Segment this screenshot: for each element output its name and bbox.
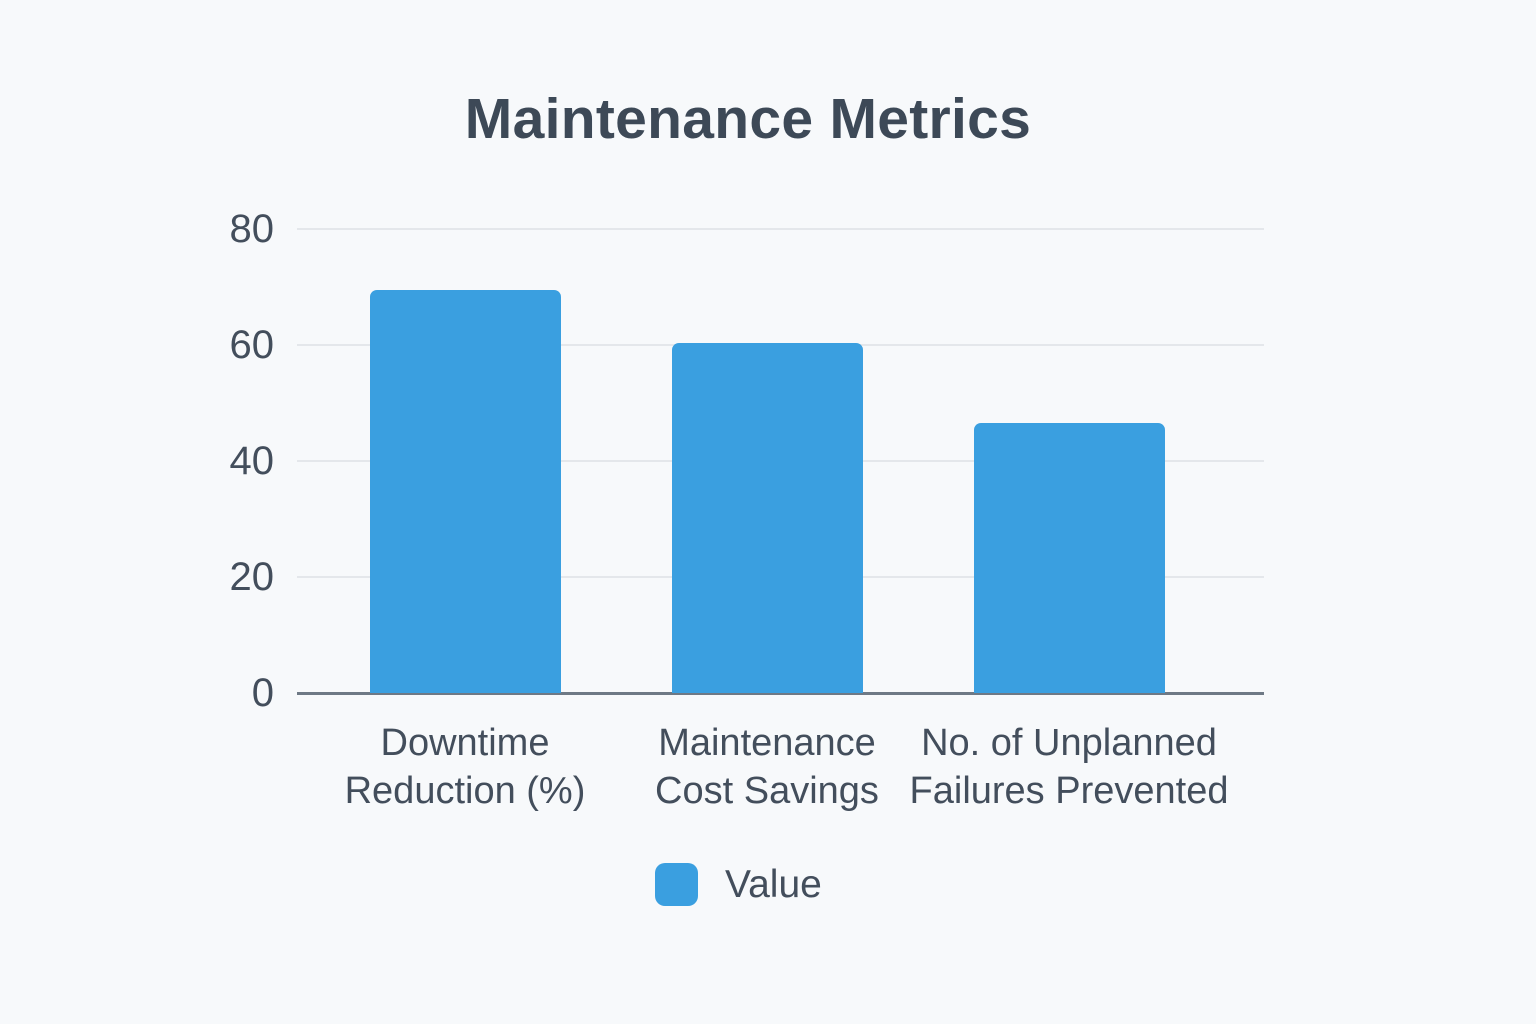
y-tick-label-0: 0 bbox=[251, 671, 274, 715]
bar-maintenance-cost-savings[interactable] bbox=[671, 343, 863, 693]
bar-no-of-unplanned-failures-prevented[interactable] bbox=[973, 423, 1165, 693]
gridline-y-80 bbox=[297, 228, 1264, 230]
y-tick-label-40: 40 bbox=[229, 439, 275, 483]
y-tick-label-60: 60 bbox=[229, 323, 275, 367]
legend-label: Value bbox=[725, 863, 822, 906]
x-axis-label-maintenance-cost-savings: Maintenance Cost Savings bbox=[655, 722, 879, 812]
x-axis-line bbox=[297, 692, 1264, 695]
legend-swatch-icon bbox=[655, 863, 698, 906]
x-axis-label-no-of-unplanned-failures-prevented: No. of Unplanned Failures Prevented bbox=[909, 722, 1229, 812]
x-axis-label-downtime-reduction: Downtime Reduction (%) bbox=[344, 722, 586, 812]
y-tick-label-20: 20 bbox=[229, 555, 275, 599]
y-tick-label-80: 80 bbox=[229, 207, 275, 251]
chart-title: Maintenance Metrics bbox=[464, 87, 1032, 151]
legend[interactable]: Value bbox=[655, 863, 822, 906]
bar-downtime-reduction[interactable] bbox=[369, 289, 561, 693]
